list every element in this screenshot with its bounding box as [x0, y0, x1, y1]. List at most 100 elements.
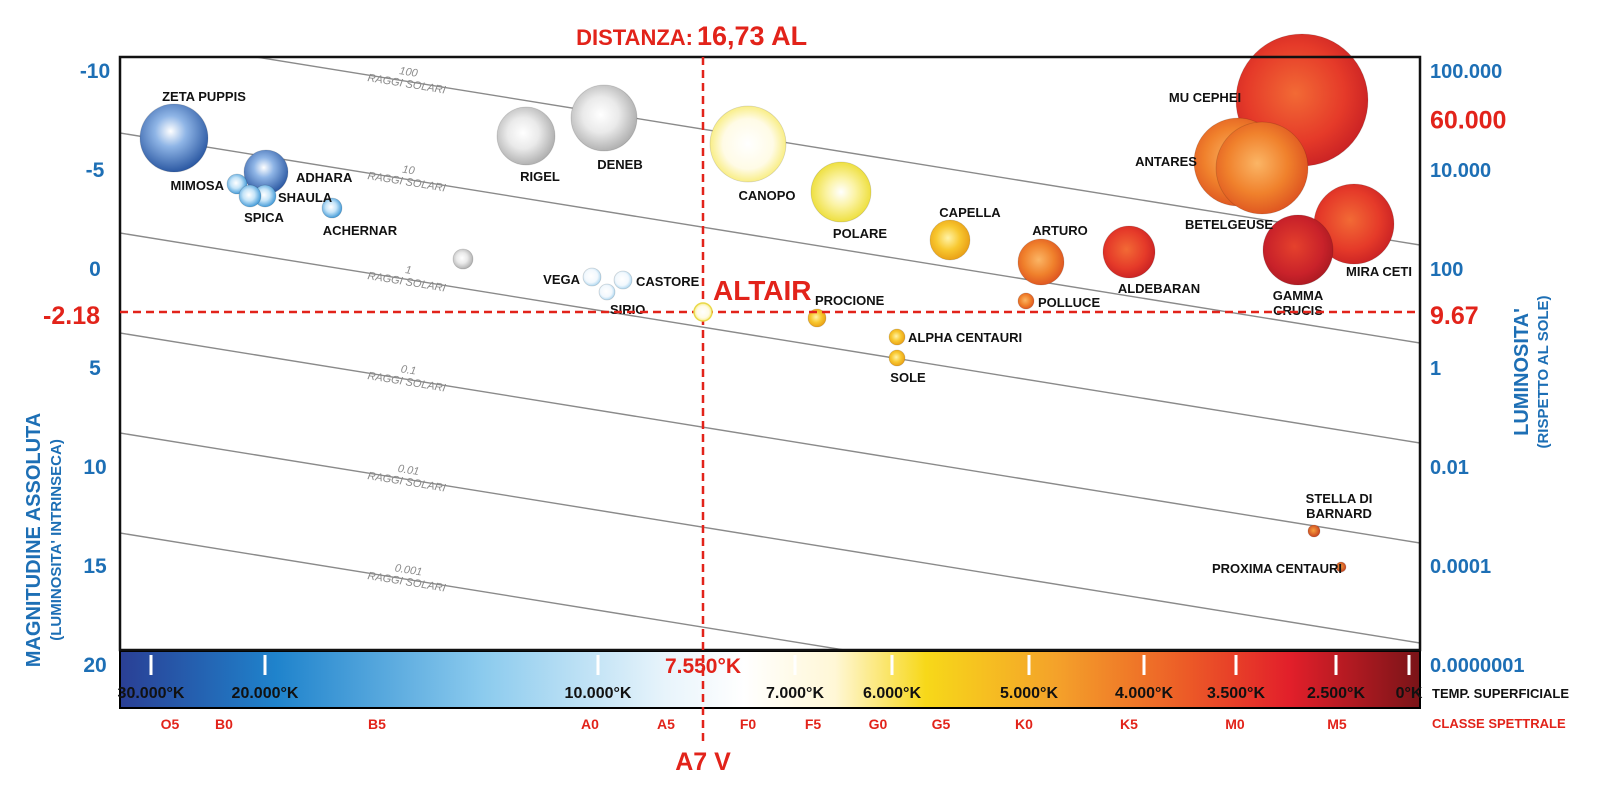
radius-lines: [120, 57, 1420, 650]
spectral-class-label: G5: [932, 716, 951, 732]
distance-value: 16,73 AL: [697, 21, 807, 51]
star-label: MU CEPHEI: [1169, 90, 1241, 105]
temperature-ticks: 30.000°K 20.000°K 10.000°K 7.000°K 6.000°K 5.…: [118, 655, 1423, 702]
right-tick-label: 100.000: [1430, 61, 1502, 83]
right-tick-label: 0.01: [1430, 457, 1469, 479]
star-label: MIMOSA: [171, 178, 225, 193]
star-label: ANTARES: [1135, 154, 1197, 169]
star-marker: [452, 248, 474, 270]
spectral-class-label: A0: [581, 716, 599, 732]
star-label: SHAULA: [278, 190, 333, 205]
spectral-axis-title: CLASSE SPETTRALE: [1432, 716, 1566, 731]
temperature-tick-label: 4.000°K: [1115, 685, 1173, 702]
radius-line: [120, 432, 1420, 644]
right-axis-ticks: 100.000 10.000 100 1 0.01 0.0001 0.0000001 60.0…: [1430, 61, 1525, 677]
spectral-class-label: B5: [368, 716, 386, 732]
star-label: ADHARA: [296, 170, 353, 185]
radius-value: 0.1: [400, 363, 417, 377]
star-label: BETELGEUSE: [1185, 217, 1273, 232]
star-label: POLLUCE: [1038, 295, 1100, 310]
right-highlight-label: 60.000: [1430, 107, 1506, 135]
star-label: GAMMA CRUCIS: [1273, 288, 1324, 318]
star-marker: [1017, 238, 1065, 286]
star-label: SOLE: [890, 370, 926, 385]
right-tick-label: 0.0001: [1430, 556, 1491, 578]
left-axis-title: MAGNITUDINE ASSOLUTA: [23, 413, 45, 667]
radius-value: 0.01: [397, 463, 420, 478]
radius-line: [120, 332, 1420, 544]
star-label: PROXIMA CENTAURI: [1212, 561, 1342, 576]
target-magnitude-label: -2.18: [43, 302, 100, 330]
star-marker: [570, 84, 638, 152]
stars: ZETA PUPPIS ADHARA MIMOSA SHAULA SPICA ACHERN…: [139, 33, 1412, 576]
star-marker: [1017, 292, 1035, 310]
right-axis-title-group: LUMINOSITA' (RISPETTO AL SOLE): [1511, 295, 1552, 448]
radius-value: 10: [401, 164, 416, 178]
star-marker: [709, 105, 787, 183]
star-label: ARTURO: [1032, 223, 1088, 238]
distance-label: DISTANZA:: [576, 25, 693, 50]
target-luminosity-label: 9.67: [1430, 302, 1479, 330]
spectral-class-label: A5: [657, 716, 675, 732]
star-marker: [139, 103, 209, 173]
target-temperature-label: 7.550°K: [665, 655, 741, 678]
star-marker: [1335, 561, 1347, 573]
star-label: SIRIO: [610, 302, 645, 317]
left-tick-label: 15: [83, 555, 107, 578]
left-axis-subtitle: (LUMINOSITA' INTRINSECA): [48, 439, 65, 641]
star-marker: [238, 184, 262, 208]
spectral-class-label: F0: [740, 716, 757, 732]
spectral-class-label: K0: [1015, 716, 1033, 732]
star-marker: [1102, 225, 1156, 279]
left-tick-label: 10: [83, 456, 106, 479]
temperature-tick-label: 6.000°K: [863, 685, 921, 702]
radius-value: 0.001: [394, 562, 423, 578]
spectral-class-label: B0: [215, 716, 233, 732]
right-axis-title: LUMINOSITA': [1511, 308, 1533, 436]
spectral-class-label: K5: [1120, 716, 1138, 732]
right-tick-label: 100: [1430, 259, 1463, 281]
temperature-tick-label: 7.000°K: [766, 685, 824, 702]
target-class-label: A7 V: [675, 748, 731, 776]
temperature-tick-label: 10.000°K: [565, 685, 632, 702]
spectral-class-label: M5: [1327, 716, 1347, 732]
temperature-tick-label: 30.000°K: [118, 685, 185, 702]
star-label: ALDEBARAN: [1118, 281, 1200, 296]
spectral-class-label: G0: [869, 716, 888, 732]
star-marker: [1307, 524, 1321, 538]
left-axis-title-group: MAGNITUDINE ASSOLUTA (LUMINOSITA' INTRIN…: [23, 413, 65, 667]
star-marker: [1215, 121, 1309, 215]
radius-line: [120, 232, 1420, 444]
right-axis-subtitle: (RISPETTO AL SOLE): [1535, 295, 1552, 448]
plot-frame: [118, 55, 1422, 652]
left-tick-label: -10: [80, 60, 110, 83]
spectral-class-label: F5: [805, 716, 822, 732]
star-marker: [810, 161, 872, 223]
star-marker: [321, 197, 343, 219]
star-marker: [888, 349, 906, 367]
spectral-class-label: M0: [1225, 716, 1245, 732]
star-marker: [1262, 214, 1334, 286]
temperature-tick-label: 2.500°K: [1307, 685, 1365, 702]
star-marker: [613, 270, 633, 290]
temperature-axis-title: TEMP. SUPERFICIALE: [1432, 686, 1569, 701]
star-label: CANOPO: [738, 188, 795, 203]
temperature-tick-label: 0°K: [1396, 685, 1423, 702]
radius-value: 1: [404, 264, 412, 277]
star-marker: [888, 328, 906, 346]
target-star-marker: [693, 302, 713, 322]
spectral-classes: O5 B0 B5 A0 A5 F0 F5 G0 G5 K0 K5 M0 M5: [161, 716, 1347, 732]
right-tick-label: 1: [1430, 358, 1441, 380]
star-label: RIGEL: [520, 169, 560, 184]
star-marker: [598, 283, 616, 301]
star-label: ACHERNAR: [323, 223, 398, 238]
star-label: SPICA: [244, 210, 284, 225]
left-tick-label: 0: [89, 258, 101, 281]
star-label: ALPHA CENTAURI: [908, 330, 1022, 345]
star-marker: [582, 267, 602, 287]
